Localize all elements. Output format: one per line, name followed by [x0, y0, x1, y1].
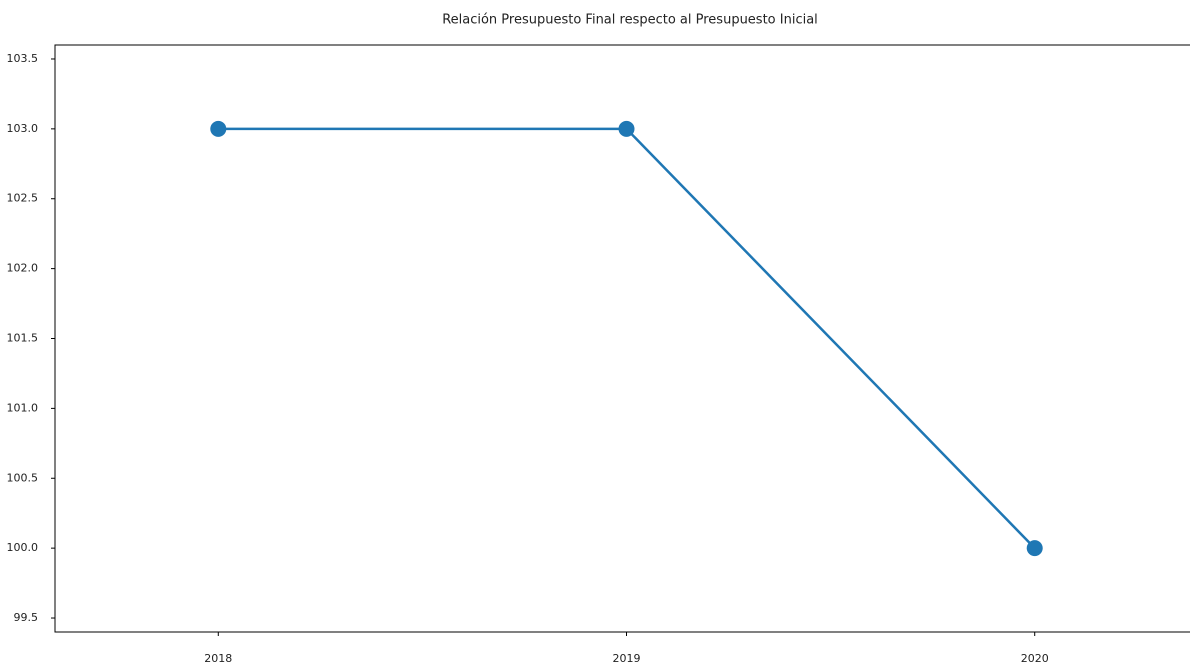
x-tick-label: 2018 [204, 652, 232, 665]
y-tick-label: 101.5 [7, 332, 39, 345]
x-tick-label: 2020 [1021, 652, 1049, 665]
chart-title: Relación Presupuesto Final respecto al P… [442, 13, 818, 28]
marker [1026, 540, 1043, 557]
line [218, 127, 1036, 550]
y-tick-label: 100.0 [7, 541, 39, 554]
y-tick-label: 101.0 [7, 401, 39, 414]
y-tick-label: 102.0 [7, 262, 39, 275]
y-tick-label: 103.5 [7, 52, 39, 65]
marker [210, 120, 227, 137]
x-tick-label: 2019 [613, 652, 641, 665]
y-tick-label: 99.5 [14, 611, 39, 624]
marker [618, 120, 635, 137]
y-tick-label: 100.5 [7, 471, 39, 484]
y-tick-label: 102.5 [7, 192, 39, 205]
y-tick-label: 103.0 [7, 122, 39, 135]
